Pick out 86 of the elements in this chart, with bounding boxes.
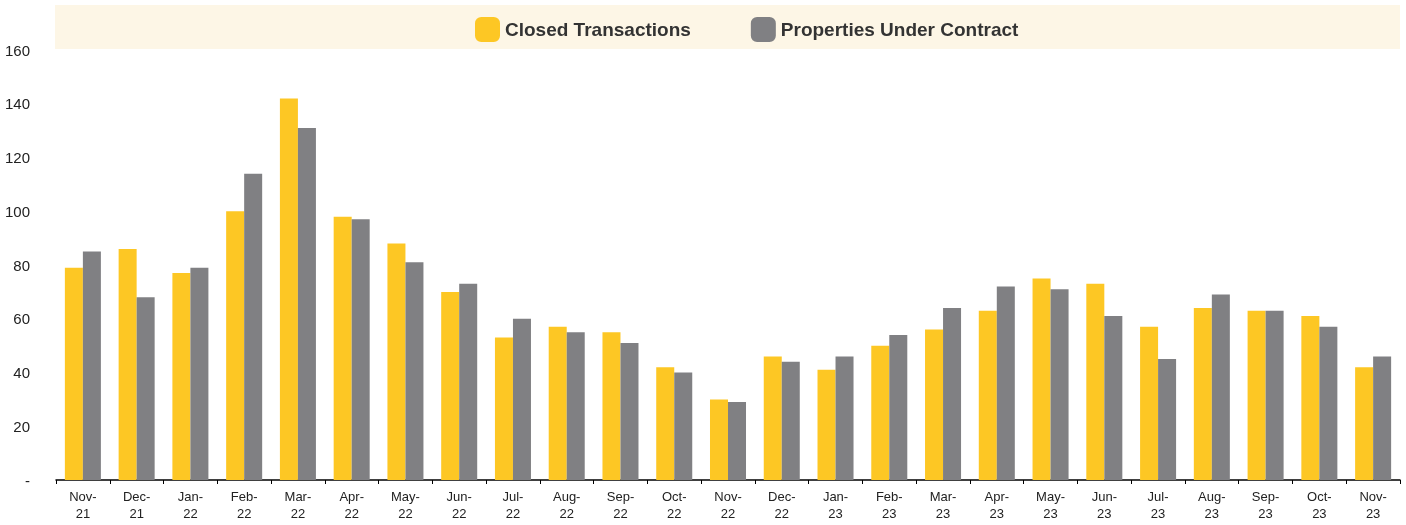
bar (889, 334, 908, 480)
x-tick-label: Jun-22 (446, 489, 472, 521)
bar (620, 342, 639, 480)
bar (871, 345, 890, 480)
bar (387, 243, 406, 480)
bar (1301, 316, 1320, 480)
y-tick-label: 160 (4, 41, 30, 59)
legend-label: Closed Transactions (505, 19, 691, 40)
bar (1158, 359, 1177, 480)
bar (1104, 316, 1123, 480)
bar (333, 216, 352, 480)
bar (1193, 308, 1212, 480)
y-tick-label: 20 (13, 417, 30, 435)
bar (297, 127, 316, 480)
x-tick-label: Jun-23 (1091, 489, 1117, 521)
y-tick-label: 80 (13, 256, 30, 274)
bar (494, 337, 513, 480)
x-tick-label: Mar-22 (284, 489, 312, 521)
bar (441, 291, 460, 480)
bar (512, 318, 531, 480)
bar (656, 367, 675, 480)
x-tick-label: Jul-23 (1147, 489, 1169, 521)
x-tick-label: Dec-21 (122, 489, 151, 521)
bar (548, 326, 567, 480)
bar (781, 361, 800, 480)
bar (1032, 278, 1051, 480)
bar (996, 286, 1015, 480)
bar (1140, 326, 1159, 480)
bar (64, 267, 83, 480)
x-tick-label: Jul-22 (502, 489, 524, 521)
bar (1086, 283, 1105, 480)
x-tick-label: Apr-22 (339, 489, 364, 521)
bar (1265, 310, 1284, 480)
bar (835, 356, 854, 480)
x-tick-label: Feb-23 (875, 489, 903, 521)
bar (943, 308, 962, 480)
y-tick-label: 100 (4, 202, 30, 220)
bar (566, 332, 585, 480)
x-tick-label: May-23 (1036, 489, 1066, 521)
bar (244, 173, 263, 480)
y-tick-label: 120 (4, 149, 30, 166)
x-tick-label: Nov-22 (714, 489, 742, 521)
y-tick-label: - (25, 471, 30, 489)
x-tick-label: Aug-22 (552, 489, 581, 521)
bar (405, 262, 424, 480)
bar (351, 219, 370, 480)
bar (602, 332, 621, 480)
x-tick-label: May-22 (390, 489, 420, 521)
x-tick-label: Aug-23 (1198, 489, 1226, 521)
bar (728, 402, 747, 480)
bar (925, 329, 944, 480)
bar (1050, 289, 1069, 480)
x-tick-label: Feb-22 (230, 489, 258, 521)
bar (978, 310, 997, 480)
x-tick-label: Oct-23 (1307, 489, 1332, 521)
y-tick-label: 140 (4, 95, 30, 113)
x-tick-label: Oct-22 (661, 489, 687, 521)
bar (172, 273, 191, 480)
x-tick-label: Nov-23 (1359, 489, 1387, 521)
bar (1211, 294, 1230, 480)
x-tick-label: Dec-22 (768, 489, 796, 521)
bar (763, 356, 782, 480)
bar (226, 211, 245, 480)
y-tick-label: 40 (13, 364, 30, 381)
bar (1247, 310, 1266, 480)
bar (1319, 326, 1338, 480)
bar (817, 369, 836, 480)
x-tick-label: Sep-22 (606, 489, 635, 521)
bar (709, 399, 728, 480)
bar (1373, 356, 1392, 480)
x-tick-label: Nov-21 (69, 489, 97, 521)
x-tick-label: Jan-23 (822, 489, 849, 521)
bar (136, 297, 155, 480)
bar (82, 251, 101, 480)
bar (459, 283, 478, 480)
y-tick-label: 60 (13, 310, 30, 328)
legend-label: Properties Under Contract (780, 19, 1020, 40)
x-tick-label: Mar-23 (929, 489, 957, 521)
bar (279, 98, 298, 480)
x-tick-label: Jan-22 (177, 489, 204, 521)
bar (190, 267, 209, 480)
bar (1355, 367, 1374, 480)
x-tick-label: Apr-23 (984, 489, 1010, 521)
x-tick-label: Sep-23 (1251, 489, 1280, 521)
bar (674, 372, 693, 480)
bar (118, 248, 137, 480)
